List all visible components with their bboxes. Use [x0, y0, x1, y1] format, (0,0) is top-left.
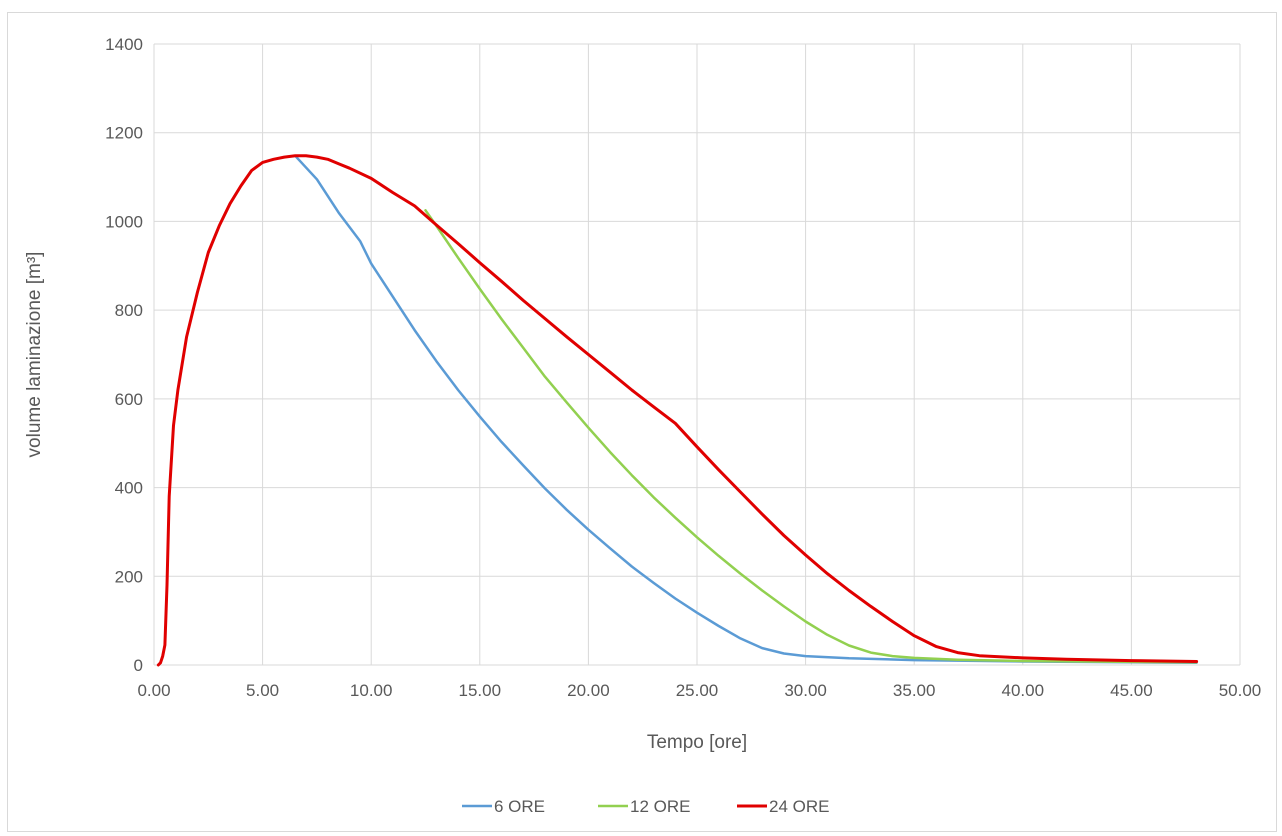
x-tick-label: 20.00: [567, 681, 610, 700]
chart-area: [7, 12, 1277, 832]
x-tick-label: 10.00: [350, 681, 393, 700]
x-tick-label: 45.00: [1110, 681, 1153, 700]
x-tick-label: 15.00: [459, 681, 502, 700]
legend-item: 6 ORE: [462, 797, 545, 816]
legend-label: 12 ORE: [630, 797, 690, 816]
legend: 6 ORE 12 ORE 24 ORE: [462, 797, 829, 816]
legend-item: 24 ORE: [737, 797, 829, 816]
series-line-12-ore: [424, 209, 1198, 664]
x-tick-label: 5.00: [246, 681, 279, 700]
x-axis-title: Tempo [ore]: [647, 732, 747, 753]
y-axis-title: volume laminazione [m³]: [24, 252, 45, 458]
y-tick-label: 1000: [105, 212, 143, 231]
y-tick-label: 600: [115, 390, 143, 409]
y-tick-label: 0: [134, 656, 143, 675]
y-tick-label: 200: [115, 567, 143, 586]
y-tick-label: 1400: [105, 35, 143, 54]
series-lines: [156, 154, 1199, 667]
x-tick-label: 35.00: [893, 681, 936, 700]
x-tick-label: 0.00: [137, 681, 170, 700]
x-tick-label: 50.00: [1219, 681, 1262, 700]
y-tick-label: 400: [115, 479, 143, 498]
x-tick-label: 25.00: [676, 681, 719, 700]
y-tick-label: 800: [115, 301, 143, 320]
y-tick-label: 1200: [105, 124, 143, 143]
tick-labels: 0.00 5.00 10.00 15.00 20.00 25.00 30.00 35.00 40…: [105, 35, 1261, 700]
x-tick-label: 40.00: [1002, 681, 1045, 700]
gridlines: [153, 43, 1241, 665]
x-tick-label: 30.00: [784, 681, 827, 700]
series-line-6-ore: [293, 154, 1198, 665]
legend-label: 6 ORE: [494, 797, 545, 816]
legend-item: 12 ORE: [598, 797, 690, 816]
series-line-24-ore: [156, 154, 1199, 667]
legend-label: 24 ORE: [769, 797, 829, 816]
